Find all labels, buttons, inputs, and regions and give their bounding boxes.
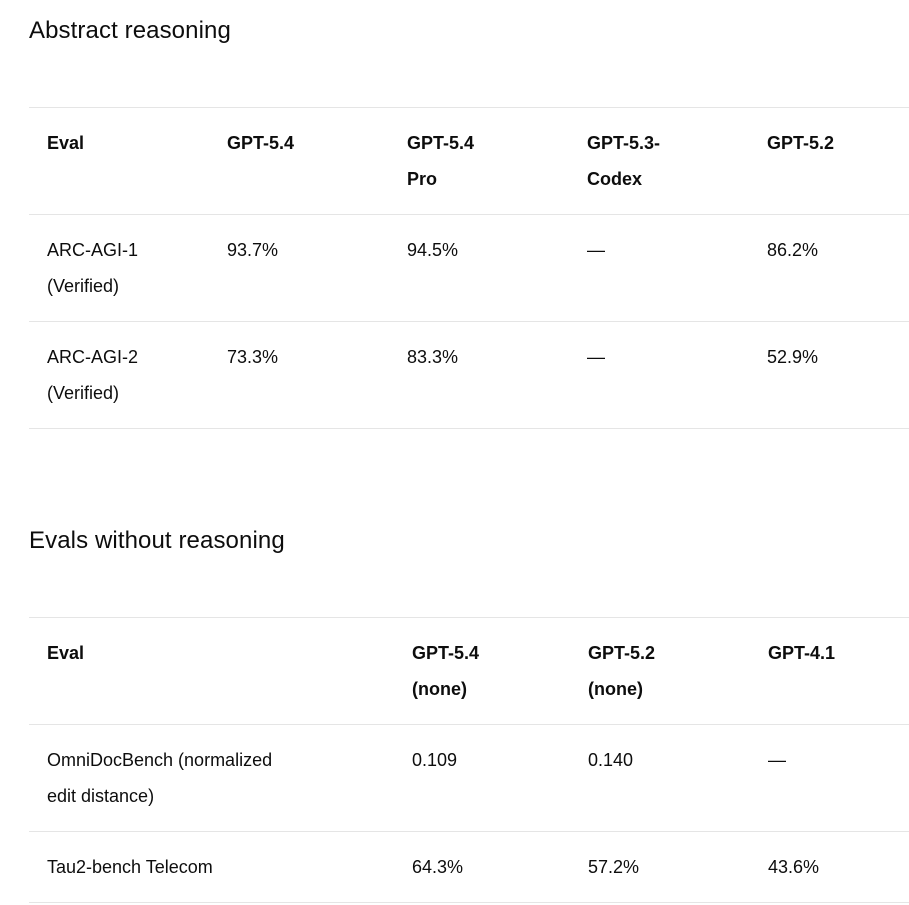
score-cell: — <box>750 724 909 832</box>
evals-without-reasoning-table: Eval GPT-5.4 (none) GPT-5.2 (none) GPT-4… <box>29 617 909 903</box>
table-header-row: Eval GPT-5.4 (none) GPT-5.2 (none) GPT-4… <box>29 617 909 725</box>
section-heading-evals-without-reasoning: Evals without reasoning <box>29 527 285 554</box>
column-header-gpt-5-2-none: GPT-5.2 (none) <box>570 617 750 725</box>
column-header-eval: Eval <box>29 107 209 215</box>
score-cell: 73.3% <box>209 321 389 429</box>
column-header-gpt-5-4-pro: GPT-5.4 Pro <box>389 107 569 215</box>
score-cell: 83.3% <box>389 321 569 429</box>
section-abstract-reasoning: Abstract reasoning Eval GPT-5.4 GPT-5.4 … <box>29 14 909 429</box>
score-cell: 52.9% <box>749 321 909 429</box>
score-cell: — <box>569 214 749 322</box>
eval-name-cell: Tau2-bench Telecom <box>29 831 394 903</box>
eval-name-cell: ARC-AGI-2 (Verified) <box>29 321 209 429</box>
column-header-gpt-5-2: GPT-5.2 <box>749 107 909 215</box>
score-cell: 86.2% <box>749 214 909 322</box>
score-cell: 43.6% <box>750 831 909 903</box>
eval-name-cell: OmniDocBench (normalized edit distance) <box>29 724 394 832</box>
score-cell: 0.109 <box>394 724 570 832</box>
section-evals-without-reasoning: Evals without reasoning Eval GPT-5.4 (no… <box>29 524 909 903</box>
column-header-gpt-5-4-none: GPT-5.4 (none) <box>394 617 570 725</box>
abstract-reasoning-table: Eval GPT-5.4 GPT-5.4 Pro GPT-5.3-Codex G… <box>29 107 909 429</box>
eval-name-cell: ARC-AGI-1 (Verified) <box>29 214 209 322</box>
score-cell: 57.2% <box>570 831 750 903</box>
column-header-eval: Eval <box>29 617 394 725</box>
column-header-gpt-5-4: GPT-5.4 <box>209 107 389 215</box>
table-header-row: Eval GPT-5.4 GPT-5.4 Pro GPT-5.3-Codex G… <box>29 107 909 215</box>
score-cell: — <box>569 321 749 429</box>
table-row-tau2-bench-telecom: Tau2-bench Telecom 64.3% 57.2% 43.6% <box>29 831 909 903</box>
score-cell: 94.5% <box>389 214 569 322</box>
section-heading-abstract-reasoning: Abstract reasoning <box>29 17 231 44</box>
column-header-gpt-5-3-codex: GPT-5.3-Codex <box>569 107 749 215</box>
table-row-arc-agi-2: ARC-AGI-2 (Verified) 73.3% 83.3% — 52.9% <box>29 321 909 429</box>
table-row-omnidocbench: OmniDocBench (normalized edit distance) … <box>29 724 909 832</box>
score-cell: 0.140 <box>570 724 750 832</box>
column-header-gpt-4-1: GPT-4.1 <box>750 617 909 725</box>
table-row-arc-agi-1: ARC-AGI-1 (Verified) 93.7% 94.5% — 86.2% <box>29 214 909 322</box>
score-cell: 64.3% <box>394 831 570 903</box>
score-cell: 93.7% <box>209 214 389 322</box>
